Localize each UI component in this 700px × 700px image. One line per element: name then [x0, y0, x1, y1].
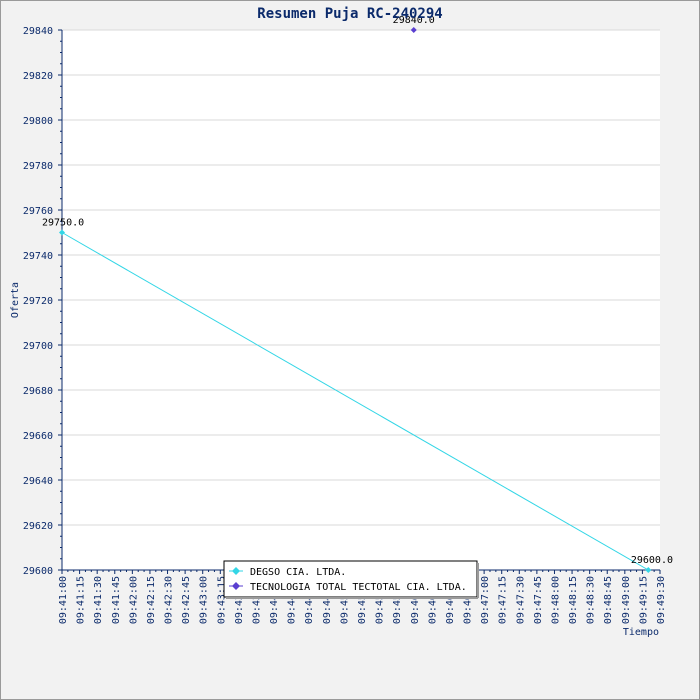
x-tick-label: 09:49:15	[638, 576, 649, 624]
x-tick-label: 09:45:00	[339, 576, 350, 624]
x-tick-label: 09:47:00	[480, 576, 491, 624]
y-tick-label: 29640	[23, 476, 53, 487]
x-tick-label: 09:49:00	[621, 576, 632, 624]
series-layer	[59, 27, 652, 573]
x-tick-label: 09:42:00	[128, 576, 139, 624]
y-tick-label: 29600	[23, 566, 53, 577]
data-point-marker	[410, 27, 417, 33]
series-line	[61, 232, 649, 571]
y-tick-label: 29840	[23, 26, 53, 37]
data-labels: 29750.0 29600.0 29840.0	[42, 15, 673, 566]
legend-items: DEGSO CIA. LTDA. TECNOLOGIA TOTAL TECTOTA…	[229, 567, 467, 593]
y-tick-label: 29680	[23, 386, 53, 397]
x-tick-label: 09:45:30	[375, 576, 386, 624]
x-tick-label: 09:44:30	[304, 576, 315, 624]
x-tick-label: 09:48:00	[550, 576, 561, 624]
x-tick-label: 09:41:45	[111, 576, 122, 624]
x-tick-label: 09:42:45	[181, 576, 192, 624]
x-tick-label: 09:42:15	[146, 576, 157, 624]
legend-label: DEGSO CIA. LTDA.	[250, 567, 346, 578]
legend-box	[223, 560, 478, 598]
x-tick-label: 09:43:15	[216, 576, 227, 624]
x-tick-label: 09:48:45	[603, 576, 614, 624]
chart-title: Resumen Puja RC-240294	[257, 6, 442, 22]
x-tick-label: 09:42:30	[164, 576, 175, 624]
legend-swatch-marker	[232, 567, 240, 575]
x-tick-label: 09:43:30	[234, 576, 245, 624]
x-tick-label: 09:46:30	[445, 576, 456, 624]
x-tick-label: 09:41:15	[76, 576, 87, 624]
x-tick-label: 09:41:30	[93, 576, 104, 624]
x-tick-label: 09:46:00	[410, 576, 421, 624]
y-tick-label: 29740	[23, 251, 53, 262]
x-tick-label: 09:43:45	[251, 576, 262, 624]
x-tick-label: 09:49:30	[656, 576, 667, 624]
x-tick-label: 09:47:30	[515, 576, 526, 624]
x-tick-label: 09:44:00	[269, 576, 280, 624]
x-axis-label: Tiempo	[623, 627, 659, 638]
y-tick-label: 29660	[23, 431, 53, 442]
x-tick-label: 09:48:15	[568, 576, 579, 624]
x-tick-label: 09:43:00	[199, 576, 210, 624]
data-label: 29840.0	[393, 15, 435, 26]
grid-lines	[62, 29, 660, 571]
data-label: 29750.0	[42, 218, 84, 229]
data-point-marker	[645, 567, 652, 573]
y-tick-labels: 29600 29620 29640 29660 29680 29700 29720 29740…	[23, 26, 53, 577]
data-point-marker	[59, 229, 65, 236]
x-tick-label: 09:47:15	[498, 576, 509, 624]
x-tick-label: 09:45:45	[392, 576, 403, 624]
x-tick-label: 09:44:45	[322, 576, 333, 624]
y-tick-label: 29780	[23, 161, 53, 172]
x-tick-label: 09:47:45	[533, 576, 544, 624]
legend-swatch-marker	[232, 582, 240, 590]
data-label: 29600.0	[631, 555, 673, 566]
y-tick-label: 29700	[23, 341, 53, 352]
legend-label: TECNOLOGIA TOTAL TECTOTAL CIA. LTDA.	[250, 582, 467, 593]
y-tick-label: 29820	[23, 71, 53, 82]
legend: DEGSO CIA. LTDA. TECNOLOGIA TOTAL TECTOTA…	[223, 560, 479, 599]
x-tick-label: 09:46:15	[427, 576, 438, 624]
y-axis-label: Oferta	[10, 282, 21, 318]
x-tick-label: 09:41:00	[58, 576, 69, 624]
y-tick-label: 29620	[23, 521, 53, 532]
x-tick-label: 09:45:15	[357, 576, 368, 624]
x-tick-labels: 09:41:00 09:41:15 09:41:30 09:41:45 09:42:00…	[58, 576, 667, 624]
y-tick-label: 29720	[23, 296, 53, 307]
x-tick-label: 09:48:30	[586, 576, 597, 624]
y-tick-label: 29760	[23, 206, 53, 217]
y-tick-label: 29800	[23, 116, 53, 127]
x-tick-label: 09:44:15	[287, 576, 298, 624]
x-tick-label: 09:46:45	[463, 576, 474, 624]
